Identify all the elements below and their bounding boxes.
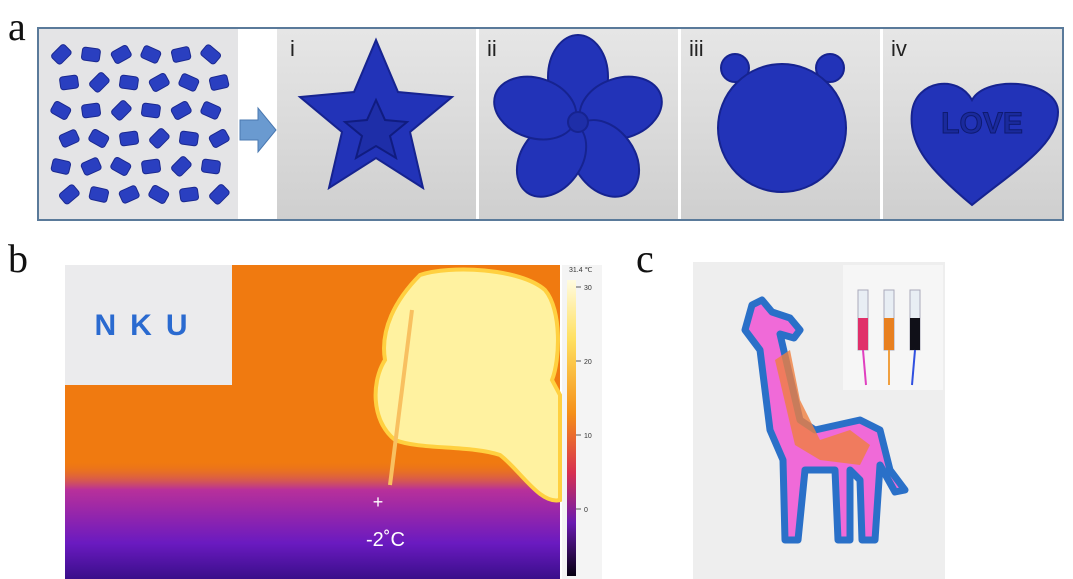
colorbar-tick-label: 30 xyxy=(584,285,592,292)
blue-piece xyxy=(119,75,139,90)
inset-text: NKU xyxy=(95,309,202,342)
blue-piece xyxy=(119,131,139,146)
colorbar-tick-label: 0 xyxy=(584,507,588,514)
heart-text: LOVE xyxy=(941,107,1023,140)
colorbar-tick-label: 10 xyxy=(584,433,592,440)
panel-label: a xyxy=(8,4,26,49)
blue-piece xyxy=(141,103,161,118)
blue-piece xyxy=(81,47,101,62)
colorbar-max: 31.4 ℃ xyxy=(569,267,593,274)
blue-piece xyxy=(201,159,221,174)
point-marker: + xyxy=(373,492,384,512)
blue-piece xyxy=(179,131,199,146)
blue-piece xyxy=(59,75,79,90)
cold-region xyxy=(65,460,560,579)
colorbar xyxy=(567,280,576,576)
blue-piece xyxy=(81,103,101,118)
blue-piece xyxy=(141,159,161,174)
colorbar-tick-label: 20 xyxy=(584,359,592,366)
point-temperature: -2˚C xyxy=(366,529,405,551)
mold-label: iii xyxy=(689,36,704,61)
blue-piece xyxy=(179,187,199,202)
panel-label: c xyxy=(636,236,654,281)
mold-label: i xyxy=(290,36,295,61)
mold-label: iv xyxy=(891,36,907,61)
bear-mold xyxy=(718,54,846,192)
figure: a LOVE i ii iii iv b + -2˚C NKU 31.4 ℃ 3… xyxy=(0,0,1073,579)
panel-label: b xyxy=(8,236,28,281)
mold-label: ii xyxy=(487,36,497,61)
